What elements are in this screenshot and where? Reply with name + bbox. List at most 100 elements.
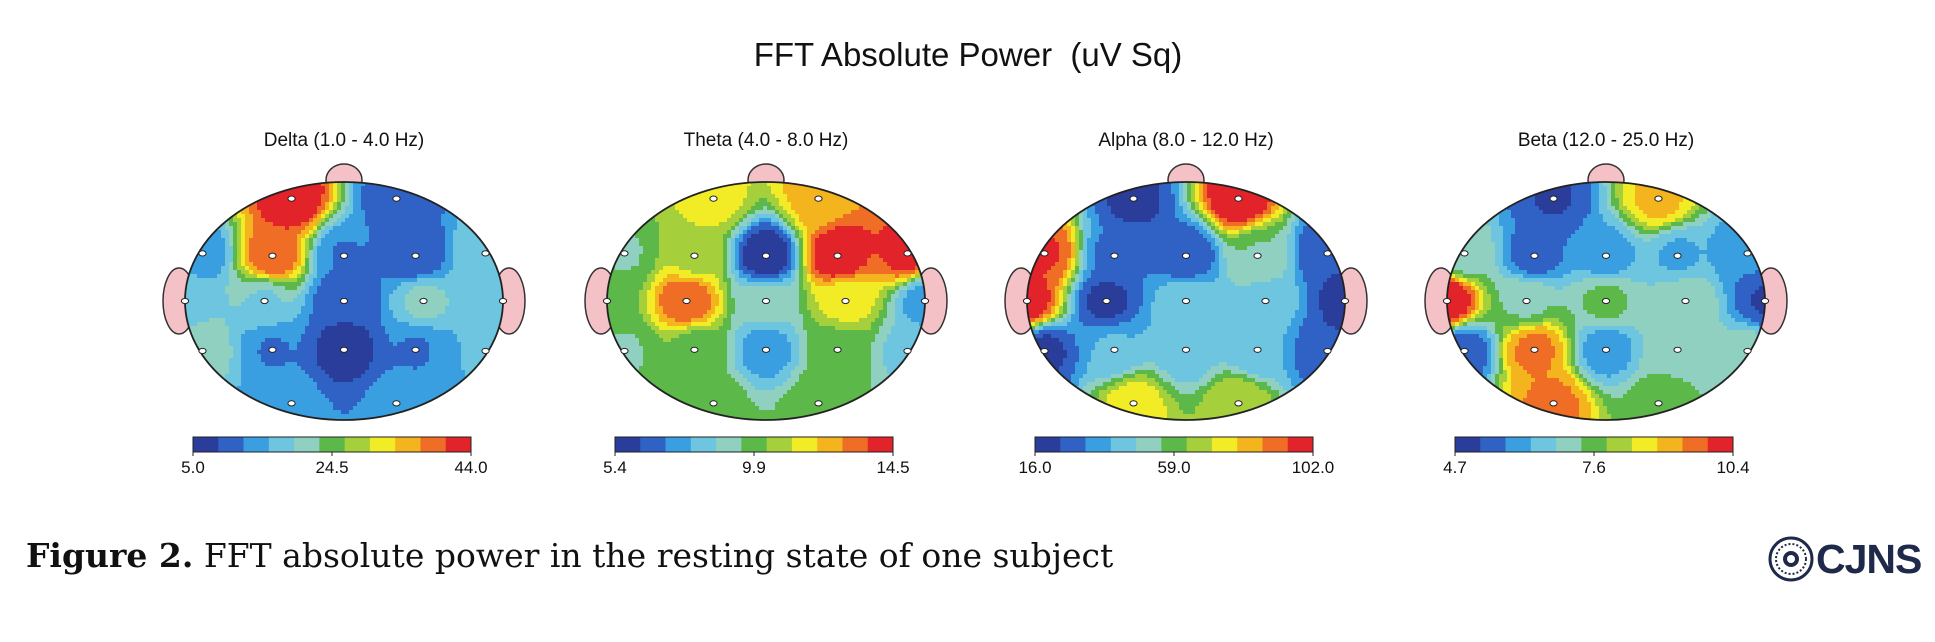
scale-swatch (1480, 437, 1506, 452)
electrode-F8 (903, 250, 912, 257)
topomap-1: Delta (1.0 - 4.0 Hz) 5.0 24.5 44.0 (162, 130, 526, 477)
band-title: Delta (1.0 - 4.0 Hz) (264, 130, 425, 151)
scale-swatch (1110, 437, 1137, 452)
electrode-Fp1 (1549, 195, 1558, 202)
band-title: Theta (4.0 - 8.0 Hz) (684, 130, 849, 151)
electrode-P3 (1110, 346, 1119, 353)
scale-swatch (1136, 437, 1162, 452)
scale-swatch (294, 437, 320, 452)
band-title: Alpha (8.0 - 12.0 Hz) (1098, 130, 1273, 151)
scale-swatch (420, 437, 447, 452)
electrode-F3 (1110, 252, 1119, 259)
electrode-F8 (481, 250, 490, 257)
electrode-F4 (1253, 252, 1262, 259)
color-scale-bar: 4.7 7.6 10.4 (1443, 436, 1750, 477)
electrode-C3 (1522, 297, 1531, 305)
electrode-F3 (1530, 252, 1539, 259)
scale-tick-label: 59.0 (1157, 458, 1190, 477)
scale-swatch (817, 437, 843, 452)
electrode-F4 (1673, 252, 1682, 259)
scale-swatch (867, 437, 894, 452)
electrode-Fp2 (814, 195, 823, 202)
electrode-F3 (268, 252, 277, 259)
scale-swatch (1707, 437, 1734, 452)
electrode-P4 (1253, 346, 1262, 353)
electrode-O1 (709, 400, 718, 407)
electrode-O2 (392, 400, 401, 407)
scale-swatch (766, 437, 793, 452)
scale-swatch (1505, 437, 1532, 452)
scale-swatch (1606, 437, 1633, 452)
electrode-F4 (833, 252, 842, 259)
caption-label: Figure 2. (26, 536, 194, 575)
band-title: Beta (12.0 - 25.0 Hz) (1518, 130, 1694, 151)
scale-swatch (741, 437, 768, 452)
seal-icon (1768, 536, 1814, 582)
electrode-O2 (1234, 400, 1243, 407)
scale-tick-label: 4.7 (1443, 458, 1467, 477)
electrode-C3 (1102, 297, 1111, 305)
topomap-3: Alpha (8.0 - 12.0 Hz) 16.0 59.0 102.0 (1004, 130, 1368, 477)
scale-swatch (1657, 437, 1683, 452)
scale-swatch (193, 437, 219, 452)
scale-swatch (1211, 437, 1238, 452)
scale-swatch (842, 437, 869, 452)
scale-swatch (369, 437, 396, 452)
scale-swatch (1455, 437, 1481, 452)
electrode-T4 (498, 297, 508, 305)
figure-caption: Figure 2. FFT absolute power in the rest… (26, 536, 1113, 575)
electrode-O1 (287, 400, 296, 407)
scale-tick-label: 9.9 (742, 458, 766, 477)
electrode-T3 (180, 297, 190, 305)
electrode-P4 (833, 346, 842, 353)
electrode-O1 (1129, 400, 1138, 407)
electrode-O1 (1549, 400, 1558, 407)
scale-swatch (1035, 437, 1061, 452)
electrode-F7 (1460, 250, 1469, 257)
topomap-4: Beta (12.0 - 25.0 Hz) 4.7 7.6 10.4 (1424, 130, 1788, 477)
journal-logo: CJNS (1768, 534, 1922, 586)
scale-tick-label: 5.0 (181, 458, 205, 477)
scale-swatch (243, 437, 270, 452)
electrode-C4 (1681, 297, 1690, 305)
electrode-P4 (411, 346, 420, 353)
scale-swatch (791, 437, 818, 452)
color-scale-bar: 5.4 9.9 14.5 (603, 436, 910, 477)
scale-swatch (268, 437, 295, 452)
electrode-Pz (339, 346, 349, 353)
electrode-Fz (1601, 252, 1611, 259)
electrode-C4 (419, 297, 428, 305)
electrode-T5 (620, 347, 629, 355)
electrode-Fp1 (1129, 195, 1138, 202)
electrode-P3 (268, 346, 277, 353)
scale-swatch (1556, 437, 1582, 452)
electrode-P3 (1530, 346, 1539, 353)
scale-swatch (1287, 437, 1314, 452)
scale-swatch (395, 437, 421, 452)
electrode-Pz (761, 346, 771, 353)
electrode-Fp2 (1234, 195, 1243, 202)
electrode-F7 (1040, 250, 1049, 257)
electrode-Cz (1181, 297, 1191, 305)
electrode-Cz (1601, 297, 1611, 305)
chart-title: FFT Absolute Power (uV Sq) (754, 36, 1183, 73)
scale-swatch (716, 437, 742, 452)
scale-tick-label: 7.6 (1582, 458, 1606, 477)
electrode-C4 (841, 297, 850, 305)
electrode-T4 (1760, 297, 1770, 305)
electrode-T5 (198, 347, 207, 355)
fft-topomap-figure: FFT Absolute Power (uV Sq) Delta (1.0 - … (162, 36, 1788, 477)
scale-swatch (665, 437, 692, 452)
electrode-C4 (1261, 297, 1270, 305)
electrode-P3 (690, 346, 699, 353)
electrode-Fp1 (709, 195, 718, 202)
scale-swatch (344, 437, 371, 452)
scale-swatch (319, 437, 346, 452)
topomap-2: Theta (4.0 - 8.0 Hz) 5.4 9.9 14.5 (584, 130, 948, 477)
electrode-Pz (1181, 346, 1191, 353)
electrode-Pz (1601, 346, 1611, 353)
scale-swatch (1530, 437, 1557, 452)
electrode-F3 (690, 252, 699, 259)
scale-swatch (690, 437, 717, 452)
electrode-Fp2 (1654, 195, 1663, 202)
